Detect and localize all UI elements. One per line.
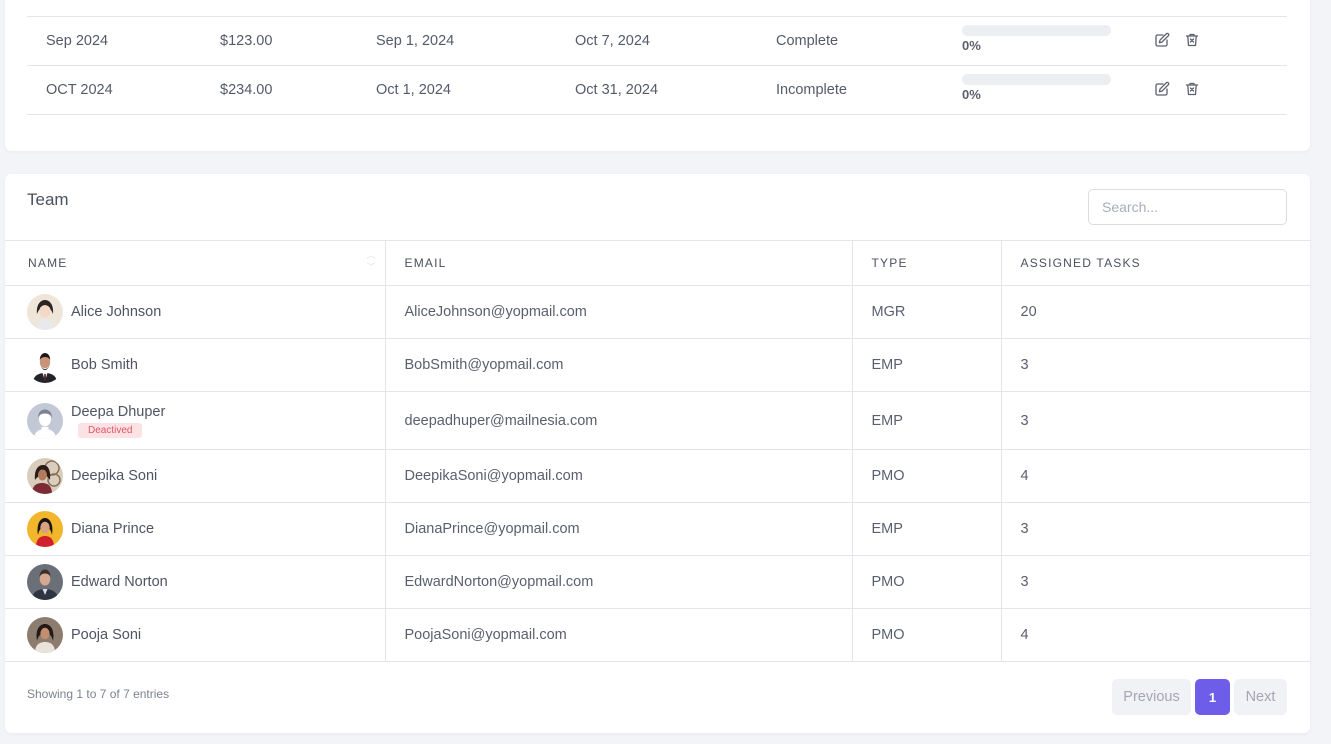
avatar[interactable]: [27, 564, 63, 600]
billing-amount: $123.00: [220, 33, 273, 49]
member-email: DeepikaSoni@yopmail.com: [385, 449, 853, 503]
pagination: Previous 1 Next: [1112, 679, 1287, 715]
member-email: AliceJohnson@yopmail.com: [385, 285, 853, 339]
member-type: PMO: [852, 608, 1002, 662]
team-table: NAME ︿ ﹀ EMAIL TYPE ASSIGNED TASKS Alice …: [5, 240, 1310, 662]
member-type: MGR: [852, 285, 1002, 339]
trash-icon[interactable]: [1184, 32, 1200, 48]
member-tasks: 3: [1001, 338, 1310, 392]
billing-amount: $234.00: [220, 82, 273, 98]
table-header-row: NAME ︿ ﹀ EMAIL TYPE ASSIGNED TASKS: [5, 240, 1310, 286]
billing-period: Sep 2024: [46, 33, 109, 49]
member-cell: Deepa Dhuper Deactived: [5, 391, 386, 450]
member-tasks: 4: [1001, 449, 1310, 503]
progress-bar: [962, 25, 1111, 36]
column-header-label: EMAIL: [404, 256, 447, 270]
member-tasks: 3: [1001, 502, 1310, 556]
billing-row: OCT 2024 $234.00 Oct 1, 2024 Oct 31, 202…: [27, 66, 1287, 115]
team-title: Team: [27, 190, 69, 209]
avatar[interactable]: [27, 511, 63, 547]
previous-page-button[interactable]: Previous: [1112, 679, 1191, 715]
table-row: Diana Prince DianaPrince@yopmail.com EMP…: [5, 502, 1310, 556]
table-row: Alice Johnson AliceJohnson@yopmail.com M…: [5, 285, 1310, 339]
status-badge: Deactived: [78, 422, 143, 438]
member: Pooja Soni: [27, 617, 385, 653]
member-email: BobSmith@yopmail.com: [385, 338, 853, 392]
table-row: Deepika Soni DeepikaSoni@yopmail.com PMO…: [5, 449, 1310, 503]
billing-start-date: Sep 1, 2024: [376, 33, 455, 49]
member-tasks: 20: [1001, 285, 1310, 339]
column-header-label: NAME: [28, 256, 68, 270]
edit-icon[interactable]: [1154, 32, 1170, 48]
member-type: EMP: [852, 338, 1002, 392]
next-page-button[interactable]: Next: [1234, 679, 1287, 715]
member-cell: Pooja Soni: [5, 608, 386, 662]
table-divider: [27, 16, 1287, 17]
member-name[interactable]: Deepika Soni: [71, 468, 158, 484]
member-name[interactable]: Bob Smith: [71, 357, 138, 373]
member-cell: Deepika Soni: [5, 449, 386, 503]
progress-bar: [962, 74, 1111, 85]
page-1-button[interactable]: 1: [1195, 679, 1230, 715]
member-type: PMO: [852, 449, 1002, 503]
avatar[interactable]: [27, 347, 63, 383]
member-name[interactable]: Pooja Soni: [71, 627, 142, 643]
avatar[interactable]: [27, 617, 63, 653]
member-name[interactable]: Deepa Dhuper: [71, 403, 166, 420]
table-row: Pooja Soni PoojaSoni@yopmail.com PMO 4: [5, 608, 1310, 662]
member: Bob Smith: [27, 347, 385, 383]
member-name[interactable]: Diana Prince: [71, 521, 155, 537]
member-cell: Edward Norton: [5, 555, 386, 609]
member-cell: Diana Prince: [5, 502, 386, 556]
team-card: Team NAME ︿﹀ EMAIL TYPE ASSIGNED TASKS: [5, 174, 1310, 733]
member-info: Deepa Dhuper Deactived: [71, 404, 165, 438]
billing-card: Sep 2024 $123.00 Sep 1, 2024 Oct 7, 2024…: [5, 0, 1310, 151]
member-name[interactable]: Edward Norton: [71, 574, 168, 590]
table-row: Deepa Dhuper Deactived deepadhuper@mailn…: [5, 391, 1310, 450]
member-type: PMO: [852, 555, 1002, 609]
member-tasks: 3: [1001, 391, 1310, 450]
member-email: DianaPrince@yopmail.com: [385, 502, 853, 556]
sort-icon[interactable]: ︿ ﹀: [366, 250, 377, 272]
progress-label: 0%: [962, 87, 981, 102]
entries-info: Showing 1 to 7 of 7 entries: [27, 687, 170, 701]
member-cell: Alice Johnson: [5, 285, 386, 339]
avatar[interactable]: [27, 294, 63, 330]
member-tasks: 4: [1001, 608, 1310, 662]
member: Deepika Soni: [27, 458, 385, 494]
table-row: Edward Norton EdwardNorton@yopmail.com P…: [5, 555, 1310, 609]
member-name[interactable]: Alice Johnson: [71, 304, 162, 320]
column-header-email[interactable]: EMAIL: [385, 240, 853, 286]
billing-status: Complete: [776, 33, 839, 49]
column-header-label: ASSIGNED TASKS: [1020, 256, 1141, 270]
column-header-name[interactable]: NAME ︿ ﹀: [5, 240, 386, 286]
member-type: EMP: [852, 502, 1002, 556]
billing-end-date: Oct 31, 2024: [575, 82, 659, 98]
member-email: EdwardNorton@yopmail.com: [385, 555, 853, 609]
member-tasks: 3: [1001, 555, 1310, 609]
search-input[interactable]: [1088, 189, 1287, 225]
billing-period: OCT 2024: [46, 82, 113, 98]
progress-label: 0%: [962, 38, 981, 53]
billing-end-date: Oct 7, 2024: [575, 33, 650, 49]
member-cell: Bob Smith: [5, 338, 386, 392]
member: Edward Norton: [27, 564, 385, 600]
member-email: deepadhuper@mailnesia.com: [385, 391, 853, 450]
billing-start-date: Oct 1, 2024: [376, 82, 451, 98]
member-type: EMP: [852, 391, 1002, 450]
edit-icon[interactable]: [1154, 81, 1170, 97]
member: Alice Johnson: [27, 294, 385, 330]
table-row: Bob Smith BobSmith@yopmail.com EMP 3: [5, 338, 1310, 392]
avatar[interactable]: [27, 458, 63, 494]
column-header-label: TYPE: [871, 256, 908, 270]
billing-row: Sep 2024 $123.00 Sep 1, 2024 Oct 7, 2024…: [27, 17, 1287, 66]
trash-icon[interactable]: [1184, 81, 1200, 97]
avatar[interactable]: [27, 402, 63, 439]
member: Deepa Dhuper Deactived: [27, 402, 385, 439]
column-header-type[interactable]: TYPE: [852, 240, 1002, 286]
member-email: PoojaSoni@yopmail.com: [385, 608, 853, 662]
billing-status: Incomplete: [776, 82, 847, 98]
member: Diana Prince: [27, 511, 385, 547]
column-header-assigned-tasks[interactable]: ASSIGNED TASKS: [1001, 240, 1310, 286]
